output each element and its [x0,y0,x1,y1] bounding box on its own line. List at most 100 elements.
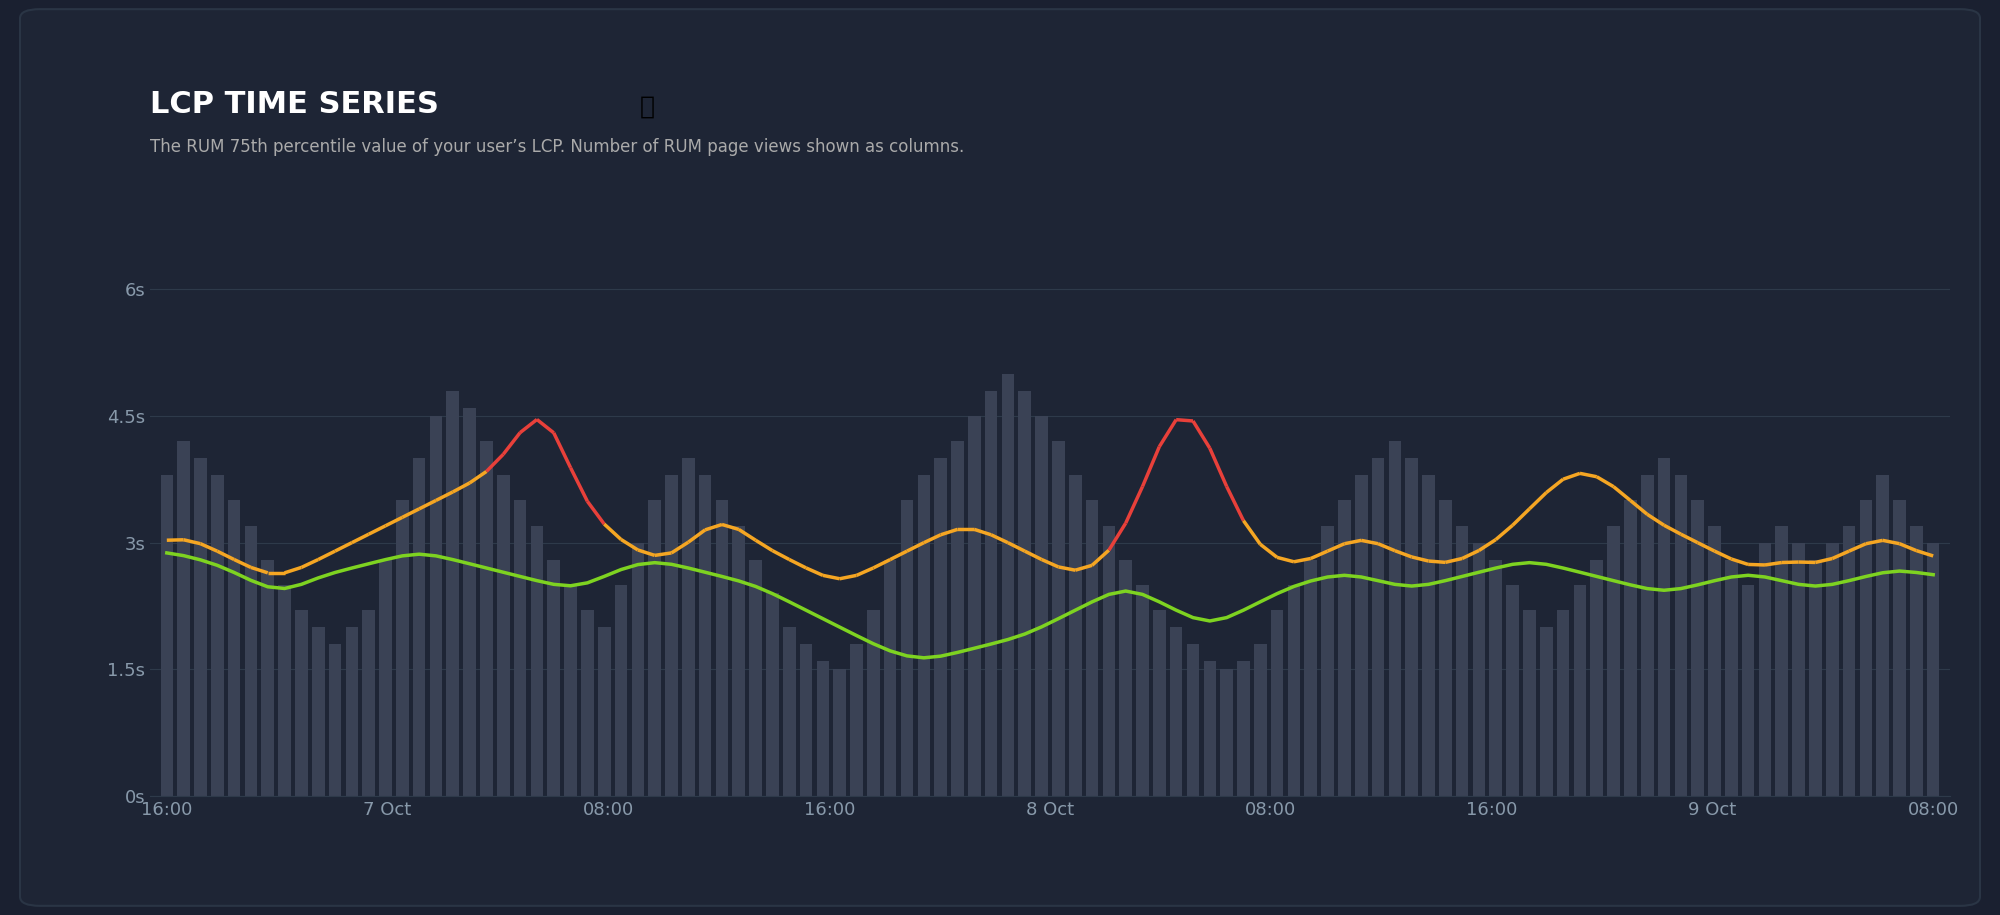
Bar [262,560,274,796]
Bar [1590,560,1604,796]
Bar [496,475,510,796]
Bar [1270,610,1284,796]
Bar [160,475,174,796]
Bar [918,475,930,796]
Bar [1910,526,1922,796]
Bar [210,475,224,796]
Bar [1086,501,1098,796]
Bar [1338,501,1350,796]
Bar [1018,391,1032,796]
Bar [1254,644,1266,796]
Bar [1810,560,1822,796]
Bar [1406,458,1418,796]
Bar [868,610,880,796]
Bar [1422,475,1434,796]
Bar [1826,543,1838,796]
Bar [900,501,914,796]
Bar [1120,560,1132,796]
Bar [614,585,628,796]
Bar [464,407,476,796]
Bar [1154,610,1166,796]
Bar [1372,458,1384,796]
Bar [1102,526,1116,796]
Bar [1758,543,1772,796]
Bar [766,593,778,796]
Bar [816,661,830,796]
Bar [1692,501,1704,796]
Bar [850,644,862,796]
Bar [514,501,526,796]
Bar [530,526,544,796]
Bar [598,627,610,796]
Bar [446,391,460,796]
Bar [1506,585,1518,796]
Bar [1608,526,1620,796]
Bar [1002,373,1014,796]
Bar [984,391,998,796]
Bar [968,416,980,796]
Bar [178,441,190,796]
Bar [884,560,896,796]
Bar [312,627,324,796]
Bar [244,526,258,796]
Bar [1440,501,1452,796]
Bar [362,610,376,796]
Bar [1186,644,1200,796]
Text: LCP TIME SERIES: LCP TIME SERIES [150,90,438,119]
Bar [952,441,964,796]
Bar [632,543,644,796]
Bar [1052,441,1064,796]
Bar [1136,585,1148,796]
Bar [1658,458,1670,796]
Bar [548,560,560,796]
Bar [698,475,712,796]
Bar [278,585,290,796]
Bar [1708,526,1720,796]
Bar [346,627,358,796]
Bar [1036,416,1048,796]
Bar [1926,543,1940,796]
Bar [1860,501,1872,796]
Bar [1238,661,1250,796]
Bar [582,610,594,796]
Bar [1472,543,1486,796]
Bar [296,610,308,796]
Bar [716,501,728,796]
Bar [1742,585,1754,796]
Bar [800,644,812,796]
Bar [380,560,392,796]
Bar [430,416,442,796]
Bar [1574,585,1586,796]
Bar [934,458,946,796]
Bar [1876,475,1890,796]
Text: The RUM 75th percentile value of your user’s LCP. Number of RUM page views shown: The RUM 75th percentile value of your us… [150,137,964,156]
Bar [1490,560,1502,796]
Bar [396,501,408,796]
Bar [750,560,762,796]
Bar [1894,501,1906,796]
Bar [782,627,796,796]
Bar [412,458,426,796]
Text: 👥: 👥 [640,95,656,119]
Bar [1322,526,1334,796]
Bar [1674,475,1688,796]
Bar [732,526,746,796]
Bar [194,458,206,796]
Bar [1792,543,1804,796]
Bar [1456,526,1468,796]
Bar [1540,627,1552,796]
Bar [1288,585,1300,796]
Bar [1640,475,1654,796]
Bar [228,501,240,796]
Bar [1204,661,1216,796]
Bar [682,458,694,796]
Bar [1068,475,1082,796]
Bar [328,644,342,796]
Bar [1170,627,1182,796]
Bar [1354,475,1368,796]
Bar [1556,610,1570,796]
Bar [648,501,660,796]
Bar [1624,501,1636,796]
Bar [1842,526,1856,796]
Bar [1776,526,1788,796]
